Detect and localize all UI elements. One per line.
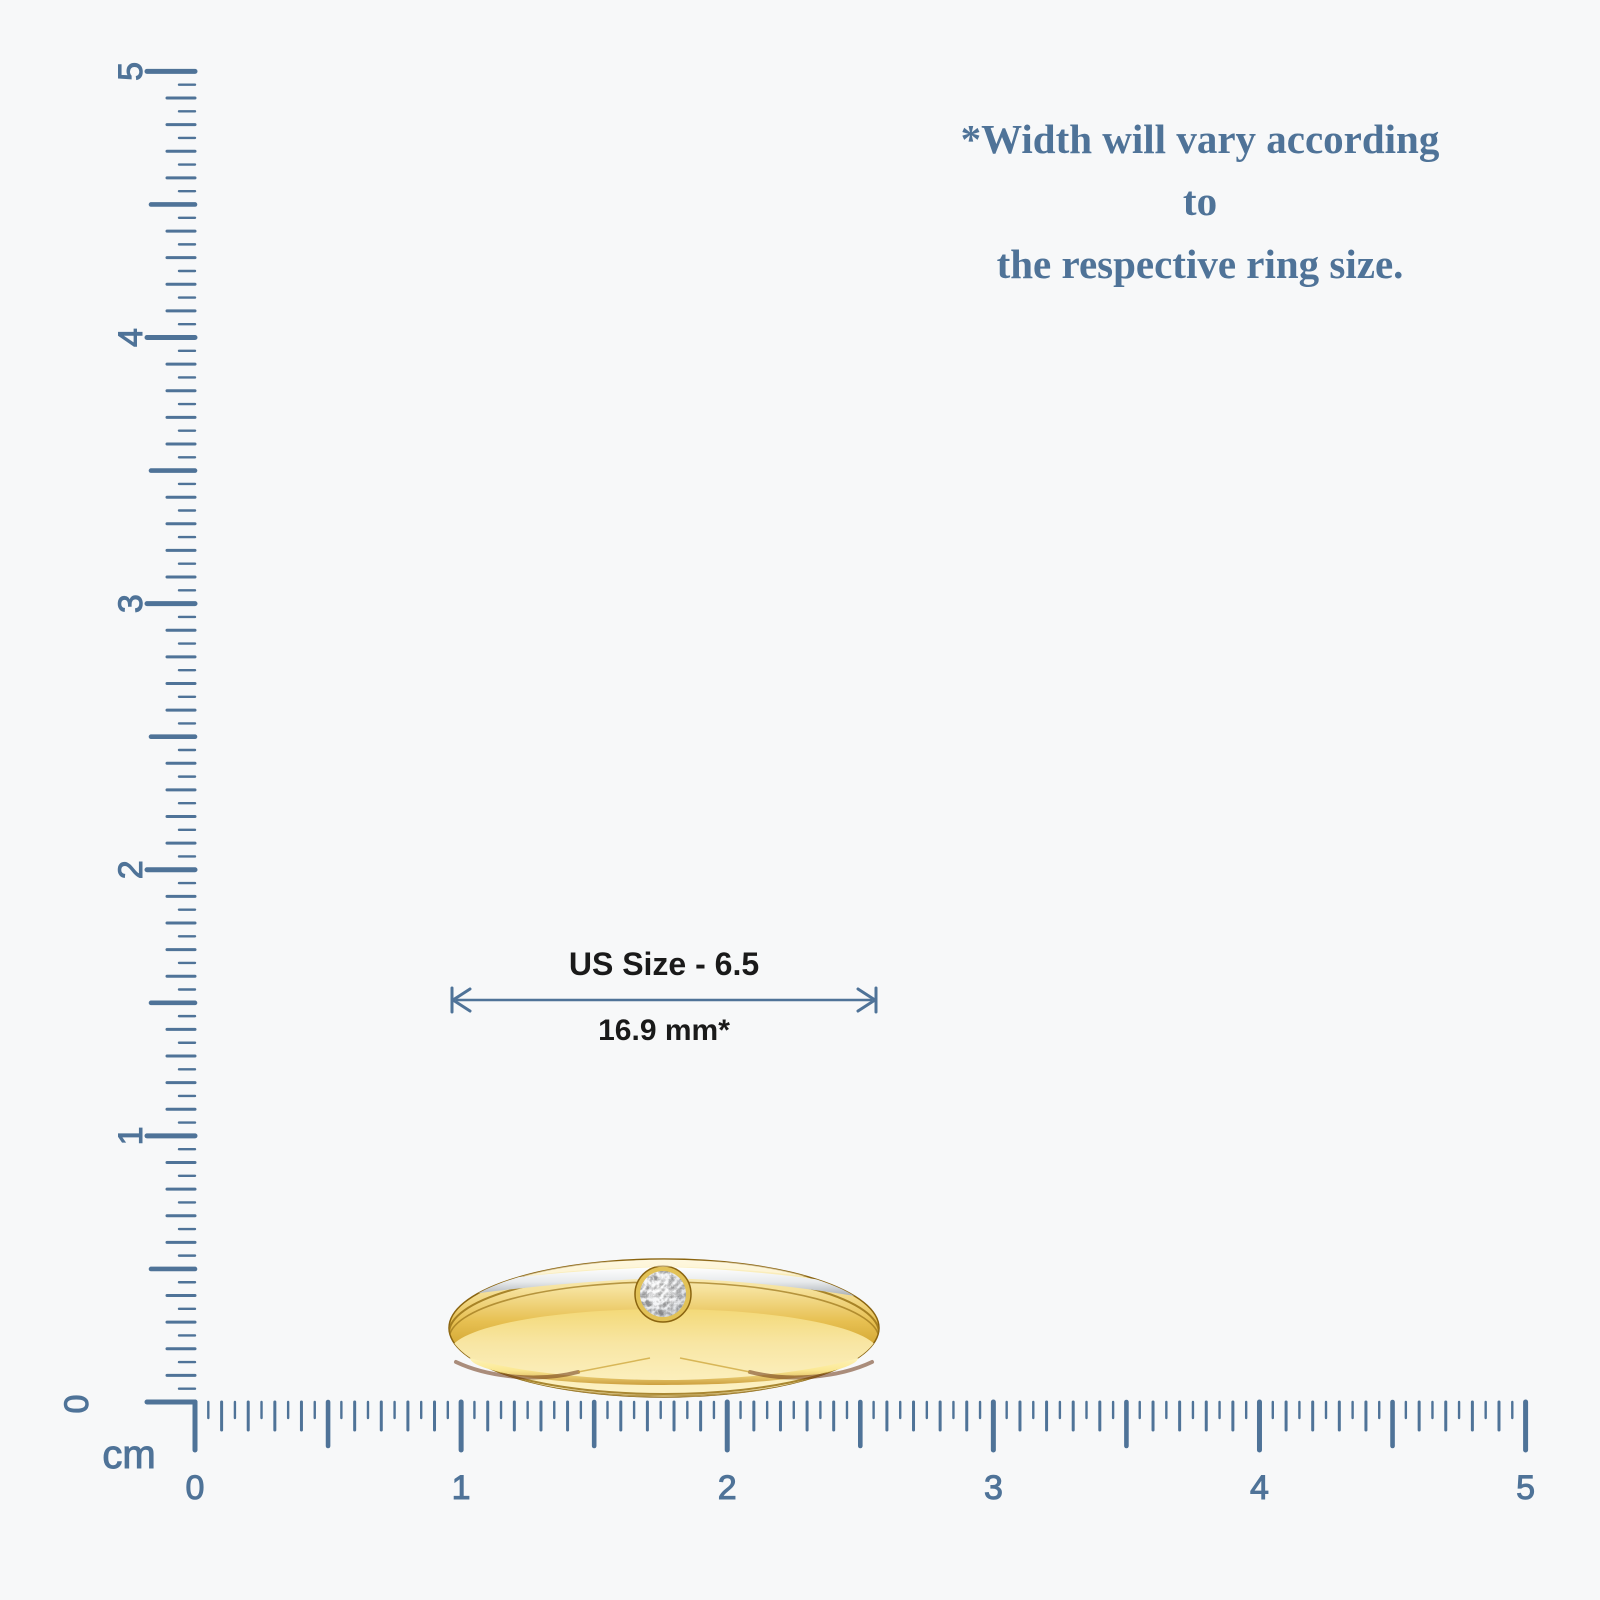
svg-text:4: 4 [1250, 1469, 1269, 1507]
svg-text:0: 0 [58, 1395, 96, 1414]
svg-text:5: 5 [112, 62, 150, 81]
svg-text:1: 1 [112, 1126, 150, 1145]
svg-text:16.9 mm*: 16.9 mm* [598, 1014, 730, 1047]
svg-text:1: 1 [452, 1469, 471, 1507]
svg-text:0: 0 [186, 1469, 205, 1507]
svg-text:5: 5 [1516, 1469, 1535, 1507]
svg-text:4: 4 [112, 328, 150, 347]
svg-text:2: 2 [112, 860, 150, 879]
svg-text:3: 3 [984, 1469, 1003, 1507]
svg-text:2: 2 [718, 1469, 737, 1507]
svg-text:US Size - 6.5: US Size - 6.5 [569, 946, 759, 982]
svg-text:cm: cm [102, 1433, 155, 1477]
svg-text:3: 3 [112, 594, 150, 613]
